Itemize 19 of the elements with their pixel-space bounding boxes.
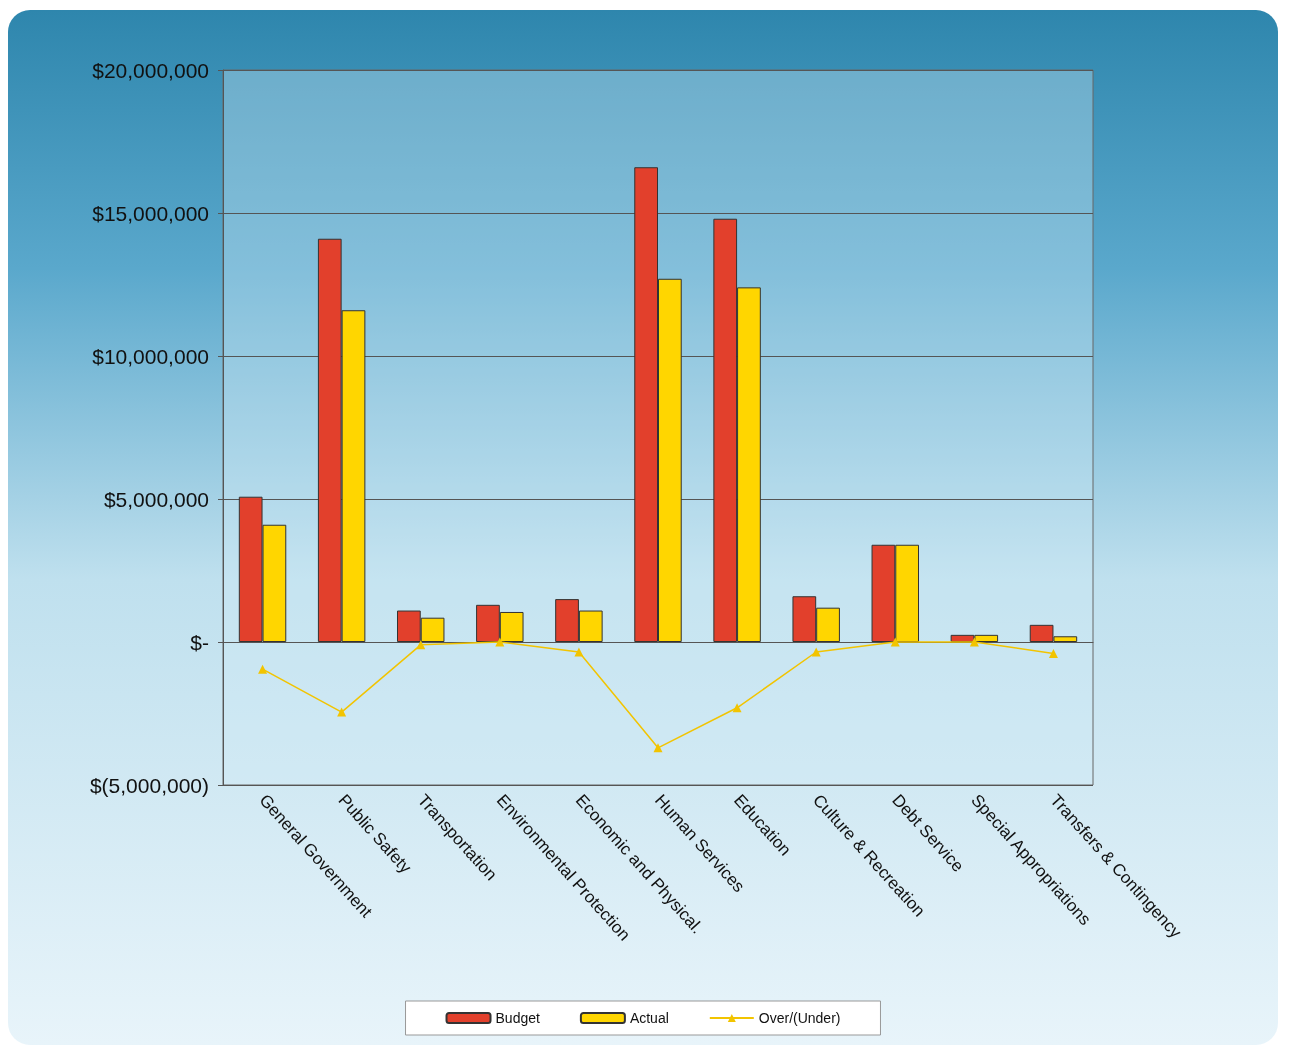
point: [495, 637, 505, 647]
y-tick-label: $15,000,000: [92, 201, 209, 225]
point: [653, 743, 663, 753]
point: [969, 637, 979, 647]
point: [890, 637, 900, 647]
point: [574, 647, 584, 657]
y-tick-label: $5,000,000: [103, 487, 209, 511]
legend-label: Actual: [629, 1010, 669, 1026]
y-tick-label: $-: [190, 630, 209, 654]
y-tick-label: $(5,000,000): [89, 773, 209, 797]
y-tick-label: $10,000,000: [92, 344, 209, 368]
point: [337, 707, 347, 717]
y-tick-label: $20,000,000: [92, 58, 209, 82]
point: [732, 703, 742, 713]
point: [1048, 648, 1058, 658]
legend-label: Budget: [495, 1010, 540, 1026]
legend-label: Over/(Under): [758, 1010, 841, 1026]
point: [258, 664, 268, 674]
point: [811, 647, 821, 657]
